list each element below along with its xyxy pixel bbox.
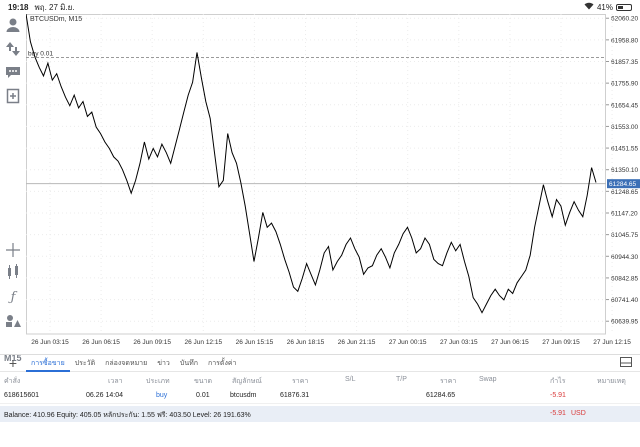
x-tick-label: 26 Jun 15:15 xyxy=(236,339,274,346)
terminal-panel: + การซื้อขาย ประวัติ กล่องจดหมาย ข่าว บั… xyxy=(0,354,640,447)
battery-percent: 41% xyxy=(596,2,613,12)
y-tick-label: 61654.45 xyxy=(611,102,638,109)
x-tick-label: 26 Jun 09:15 xyxy=(133,339,171,346)
chart-toolbar: ƒ M15 xyxy=(0,14,26,363)
balance-profit: -5.91 xyxy=(550,410,566,417)
price-chart[interactable]: 62060.20 61958.80 61857.35 61755.90 61654.45… xyxy=(25,13,640,354)
y-tick-label: 61451.55 xyxy=(611,146,638,153)
col-profit: กำไร xyxy=(550,378,566,385)
col-current-price: ราคา xyxy=(440,378,457,385)
price-series-line xyxy=(25,13,597,314)
y-tick-label: 61248.65 xyxy=(611,189,638,196)
table-row[interactable]: 618615601 06.26 14:04 buy 0.01 btcusdm 6… xyxy=(0,388,640,404)
y-tick-label: 61045.75 xyxy=(611,232,638,239)
add-icon[interactable]: + xyxy=(8,355,18,371)
x-tick-label: 26 Jun 12:15 xyxy=(185,339,223,346)
row-current-price: 61284.65 xyxy=(426,392,456,399)
crosshair-icon[interactable] xyxy=(4,241,22,259)
row-type: buy xyxy=(156,392,168,399)
objects-icon[interactable] xyxy=(4,311,22,329)
new-order-icon[interactable] xyxy=(4,87,22,105)
trade-arrows-icon[interactable] xyxy=(4,40,22,58)
row-open-price: 61876.31 xyxy=(280,392,310,399)
balance-summary: Balance: 410.96 Equity: 405.05 หลักประกั… xyxy=(4,412,251,419)
status-date: พฤ. 27 มิ.ย. xyxy=(34,2,75,12)
function-icon[interactable]: ƒ xyxy=(10,289,16,305)
chart-canvas: 62060.20 61958.80 61857.35 61755.90 61654.45… xyxy=(25,13,640,346)
col-symbol: สัญลักษณ์ xyxy=(232,378,262,385)
y-tick-label: 61755.90 xyxy=(611,81,638,88)
col-tp: T/P xyxy=(396,376,407,383)
col-time: เวลา xyxy=(108,378,123,385)
timeframe-button[interactable]: M15 xyxy=(4,353,22,363)
x-tick-label: 27 Jun 03:15 xyxy=(440,339,478,346)
col-comment: หมายเหตุ xyxy=(597,378,626,385)
tab-settings[interactable]: การตั้งค่า xyxy=(207,359,237,367)
col-ticket: คำสั่ง xyxy=(4,378,21,385)
status-right: 41% xyxy=(584,2,632,12)
chat-icon[interactable] xyxy=(4,63,22,81)
y-tick-label: 62060.20 xyxy=(611,16,638,23)
price-tag-label: 61284.65 xyxy=(609,181,636,188)
terminal-tabs: + การซื้อขาย ประวัติ กล่องจดหมาย ข่าว บั… xyxy=(0,355,640,372)
x-tick-label: 26 Jun 06:15 xyxy=(82,339,120,346)
x-tick-label: 27 Jun 09:15 xyxy=(542,339,580,346)
y-tick-label: 60842.85 xyxy=(611,275,638,282)
symbol-label: BTCUSDm, M15 xyxy=(30,16,83,23)
y-tick-label: 61553.00 xyxy=(611,124,638,131)
row-time: 06.26 14:04 xyxy=(86,392,123,399)
row-symbol: btcusdm xyxy=(230,392,257,399)
y-tick-label: 61857.35 xyxy=(611,59,638,66)
battery-icon xyxy=(616,3,632,11)
account-icon[interactable] xyxy=(4,16,22,34)
tab-journal[interactable]: บันทึก xyxy=(179,359,198,367)
y-tick-label: 60944.30 xyxy=(611,254,638,261)
x-tick-label: 26 Jun 03:15 xyxy=(31,339,69,346)
col-swap: Swap xyxy=(479,376,497,383)
status-time: 19:18 xyxy=(8,2,29,12)
col-size: ขนาด xyxy=(194,378,213,385)
tab-history[interactable]: ประวัติ xyxy=(74,359,96,367)
plot-border xyxy=(26,14,606,335)
col-type: ประเภท xyxy=(146,378,170,385)
row-ticket: 618615601 xyxy=(4,392,40,399)
tab-trade[interactable]: การซื้อขาย xyxy=(26,355,70,372)
tab-news[interactable]: ข่าว xyxy=(157,359,170,367)
y-tick-label: 60639.95 xyxy=(611,319,638,326)
y-tick-label: 61958.80 xyxy=(611,37,638,44)
y-tick-label: 61350.10 xyxy=(611,167,638,174)
status-bar: 19:18 พฤ. 27 มิ.ย. 41% xyxy=(0,0,640,14)
row-profit: -5.91 xyxy=(550,392,566,399)
row-size: 0.01 xyxy=(196,392,210,399)
indicators-icon[interactable] xyxy=(4,263,22,281)
tab-mailbox[interactable]: กล่องจดหมาย xyxy=(105,359,148,367)
col-open-price: ราคา xyxy=(292,378,309,385)
x-tick-label: 26 Jun 18:15 xyxy=(287,339,325,346)
table-header: คำสั่ง เวลา ประเภท ขนาด สัญลักษณ์ ราคา S… xyxy=(0,372,640,388)
y-tick-label: 60741.40 xyxy=(611,297,638,304)
x-tick-label: 26 Jun 21:15 xyxy=(338,339,376,346)
balance-currency: USD xyxy=(571,410,586,417)
wifi-icon xyxy=(584,2,594,12)
y-tick-label: 61147.20 xyxy=(611,210,638,217)
price-tag xyxy=(607,179,640,189)
x-tick-label: 27 Jun 12:15 xyxy=(593,339,631,346)
x-tick-label: 27 Jun 06:15 xyxy=(491,339,529,346)
order-line-label: buy 0.01 xyxy=(28,50,53,57)
col-sl: S/L xyxy=(345,376,356,383)
x-tick-label: 27 Jun 00:15 xyxy=(389,339,427,346)
balance-bar: Balance: 410.96 Equity: 405.05 หลักประกั… xyxy=(0,406,640,422)
collapse-panel-icon[interactable] xyxy=(620,356,632,370)
